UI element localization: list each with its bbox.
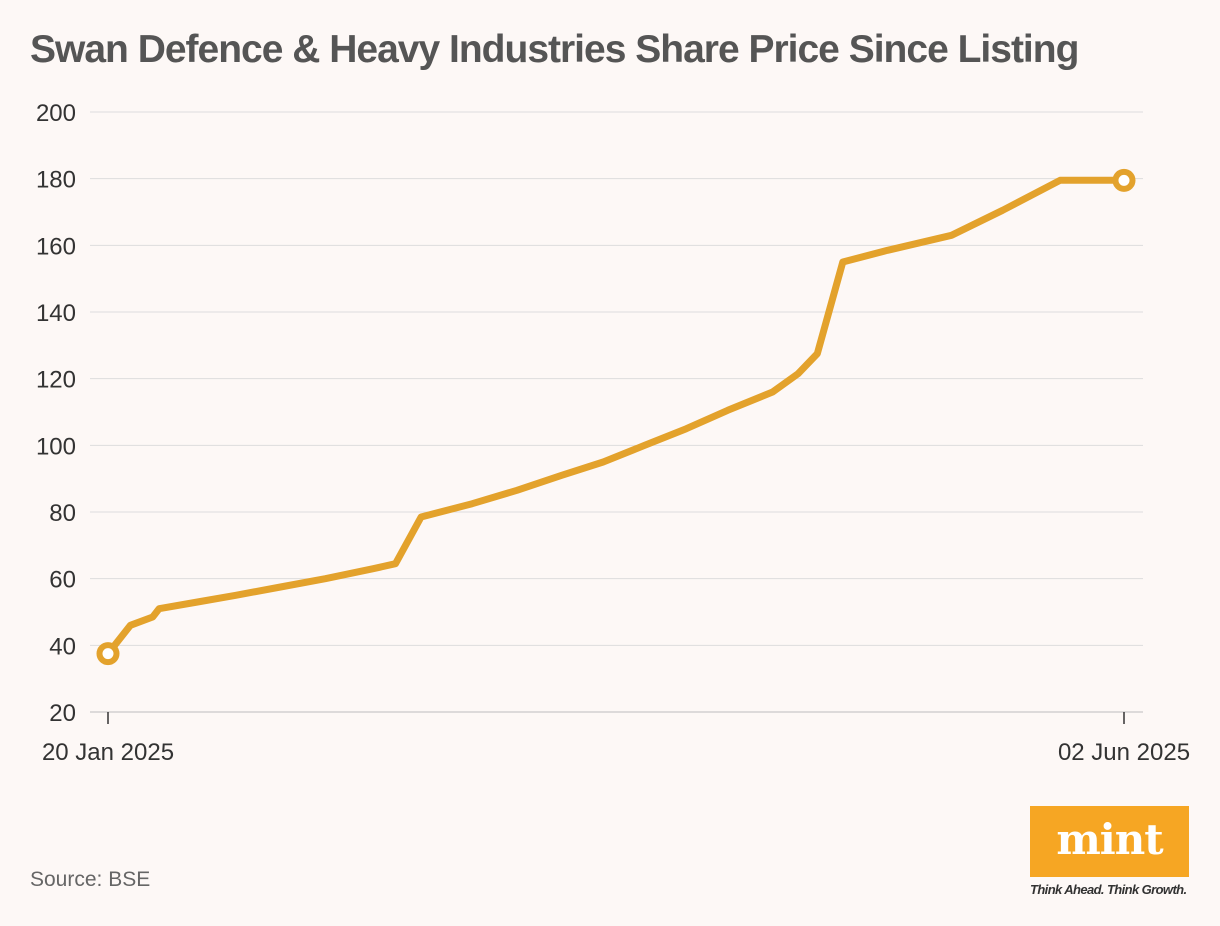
series-line-share-price: [104, 176, 1128, 658]
chart-title: Swan Defence & Heavy Industries Share Pr…: [30, 28, 1079, 71]
line-chart: 20 40 60 80 100 120 140 160 180 200 20 Jan 2025 02…: [36, 100, 1190, 766]
x-axis-ticks: 20 Jan 2025 02 Jun 2025: [42, 712, 1190, 766]
mint-logo-text: mint: [1056, 814, 1163, 864]
y-tick-label-200: 200: [36, 100, 76, 127]
y-tick-label-20: 20: [49, 700, 76, 727]
y-tick-label-160: 160: [36, 233, 76, 260]
y-tick-label-100: 100: [36, 433, 76, 460]
y-tick-label-140: 140: [36, 300, 76, 327]
logo-tagline: Think Ahead. Think Growth.: [1030, 882, 1187, 897]
y-tick-label-60: 60: [49, 567, 76, 594]
y-tick-label-40: 40: [49, 633, 76, 660]
y-tick-label-180: 180: [36, 167, 76, 194]
y-tick-label-80: 80: [49, 500, 76, 527]
mint-logo: mint: [1030, 806, 1189, 877]
source-note: Source: BSE: [30, 868, 151, 891]
x-tick-label-0: 20 Jan 2025: [42, 739, 174, 766]
x-tick-label-1: 02 Jun 2025: [1058, 739, 1190, 766]
series-group: [96, 168, 1136, 666]
y-tick-label-120: 120: [36, 367, 76, 394]
end-point-marker: [1112, 168, 1136, 192]
gridlines: [90, 111, 1143, 713]
start-point-marker: [96, 642, 120, 666]
y-axis-ticks: 20 40 60 80 100 120 140 160 180 200: [36, 100, 76, 727]
